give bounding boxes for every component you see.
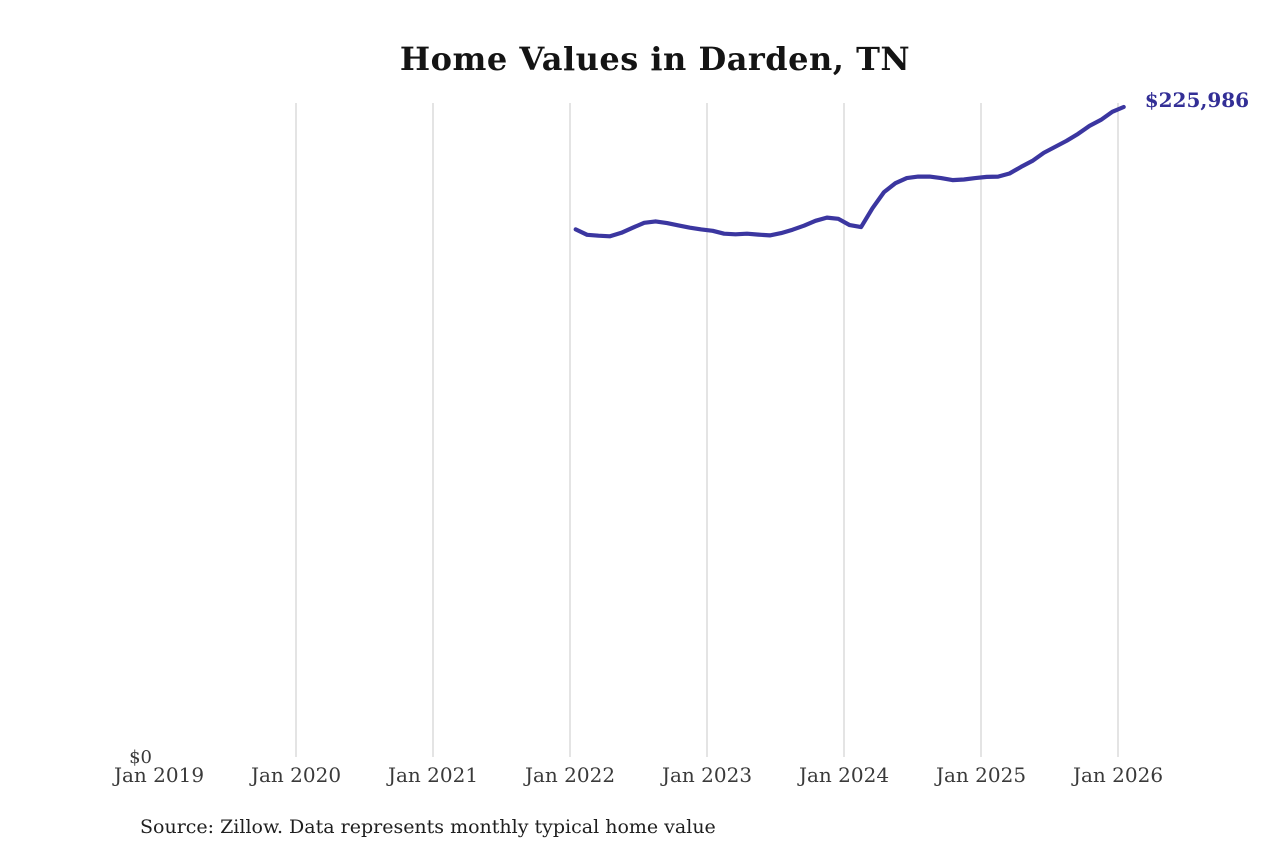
x-axis-label: Jan 2025 <box>935 763 1027 787</box>
home-value-line <box>573 104 1126 239</box>
y-axis-zero-label: $0 <box>129 747 152 768</box>
x-axis-label: Jan 2024 <box>798 763 890 787</box>
source-note: Source: Zillow. Data represents monthly … <box>140 816 716 838</box>
chart-title: Home Values in Darden, TN <box>399 40 911 78</box>
x-axis-label: Jan 2020 <box>250 763 342 787</box>
x-axis-label: Jan 2021 <box>387 763 479 787</box>
x-axis-label: Jan 2023 <box>661 763 753 787</box>
x-axis-label: Jan 2022 <box>524 763 616 787</box>
x-axis-label: Jan 2019 <box>113 763 205 787</box>
x-axis-label: Jan 2026 <box>1072 763 1164 787</box>
current-value-label: $225,986 <box>1144 88 1250 112</box>
